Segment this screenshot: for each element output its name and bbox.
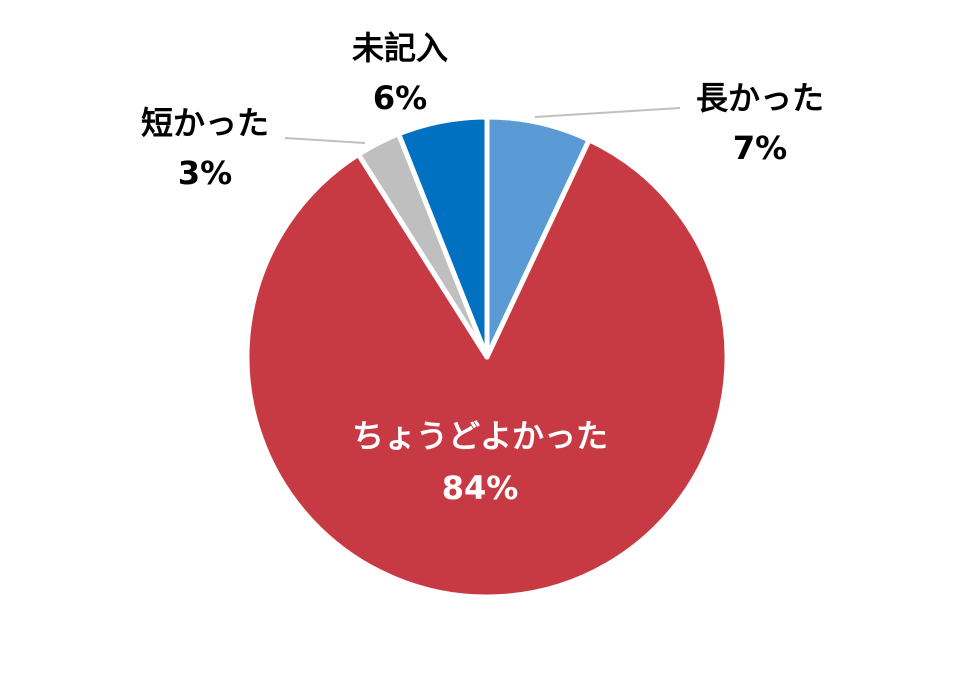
slice-value-label: 6%	[373, 79, 427, 117]
pie-slice	[396, 114, 490, 360]
slice-value-label: 84%	[442, 469, 519, 507]
pie-slice	[244, 137, 730, 600]
slice-value-label: 7%	[733, 129, 787, 167]
leader-line	[534, 107, 681, 118]
slice-label: 短かった	[141, 104, 269, 142]
leader-line	[284, 137, 366, 144]
slice-value-label: 3%	[178, 154, 232, 192]
slice-label: 長かった	[696, 79, 824, 117]
slice-label: ちょうどよかった	[352, 417, 608, 455]
slice-label: 未記入	[352, 29, 448, 67]
